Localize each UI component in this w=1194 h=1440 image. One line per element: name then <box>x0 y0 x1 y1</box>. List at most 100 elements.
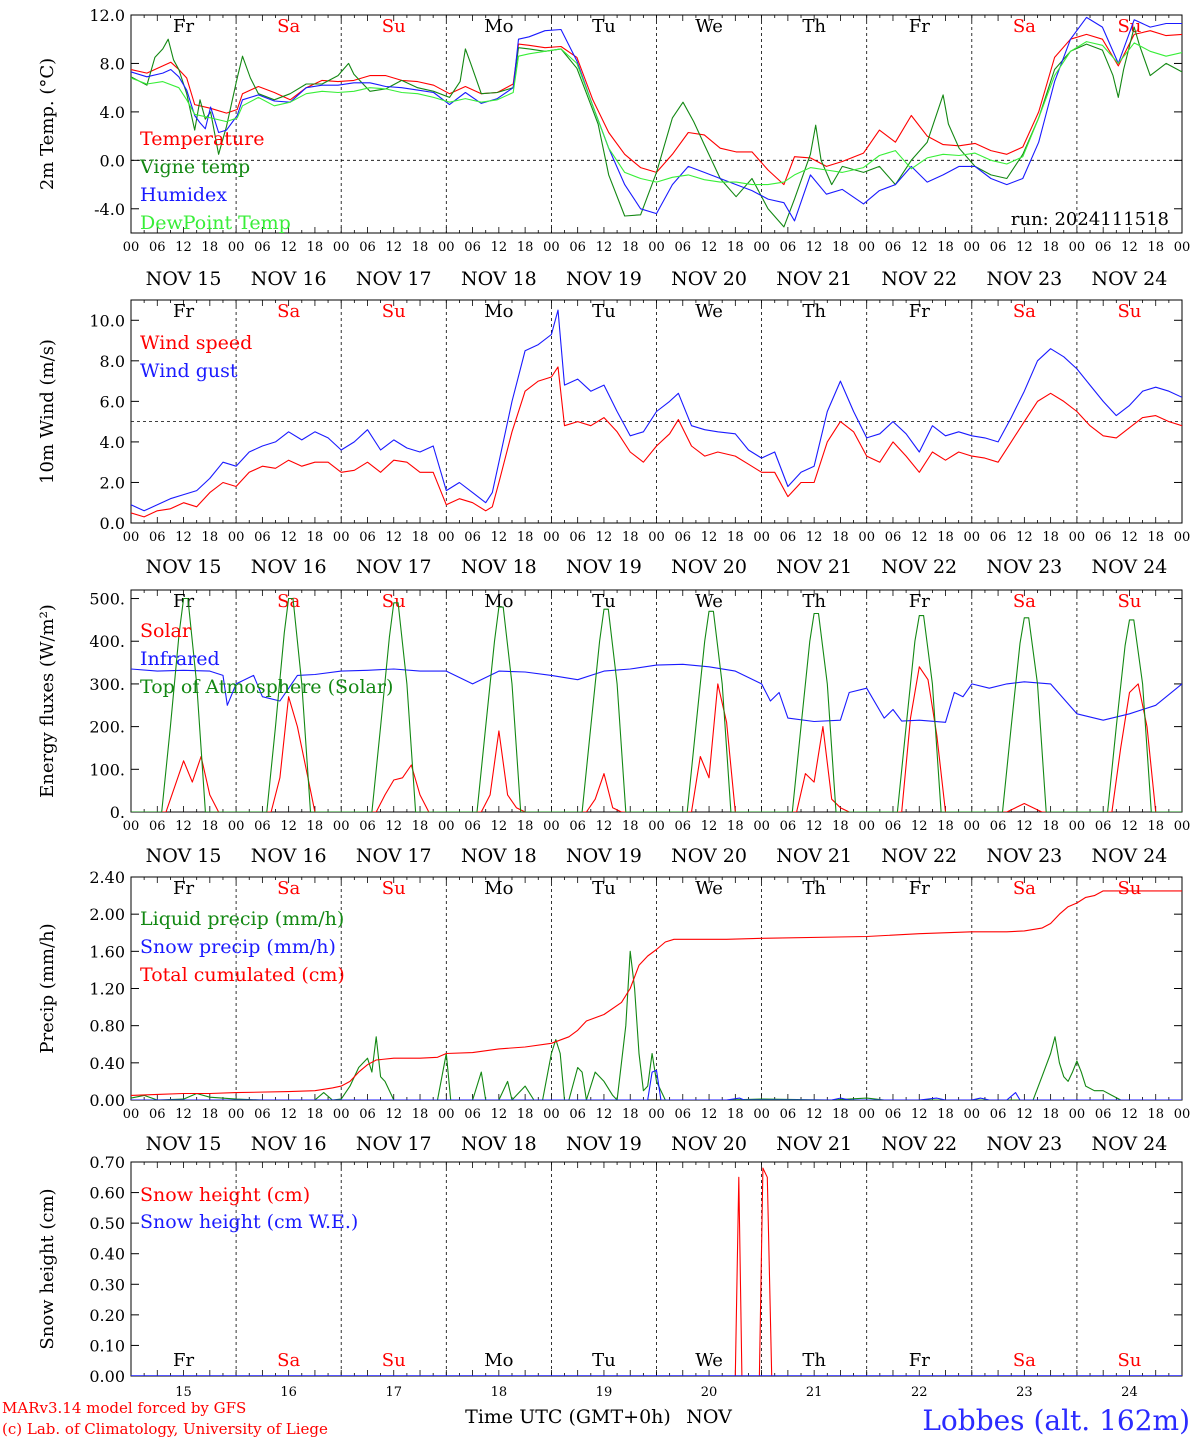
hour-tick-label: 12 <box>491 240 508 255</box>
hour-tick-label: 00 <box>858 530 875 545</box>
hour-tick-label: 00 <box>1174 530 1191 545</box>
day-name-label: Su <box>1117 878 1141 899</box>
hour-tick-label: 12 <box>911 530 928 545</box>
day-number-label: 16 <box>280 1385 297 1400</box>
hour-tick-label: 18 <box>832 530 849 545</box>
day-name-label: Su <box>1117 301 1141 322</box>
legend-entry: Total cumulated (cm) <box>140 964 345 986</box>
hour-tick-label: 06 <box>1095 240 1112 255</box>
date-label: NOV 22 <box>881 556 957 578</box>
hour-tick-label: 00 <box>1174 240 1191 255</box>
hour-tick-label: 18 <box>1147 240 1164 255</box>
hour-tick-label: 18 <box>937 819 954 834</box>
hour-tick-label: 12 <box>385 819 402 834</box>
date-label: NOV 20 <box>671 845 747 867</box>
day-name-label: Th <box>802 16 826 37</box>
hour-tick-label: 12 <box>280 819 297 834</box>
hour-tick-label: 12 <box>701 1107 718 1122</box>
date-label: NOV 23 <box>986 845 1062 867</box>
hour-tick-label: 18 <box>202 240 219 255</box>
hour-tick-label: 06 <box>359 819 376 834</box>
hour-tick-label: 12 <box>1121 240 1138 255</box>
hour-tick-label: 12 <box>806 1107 823 1122</box>
hour-tick-label: 06 <box>464 530 481 545</box>
hour-tick-label: 18 <box>1042 530 1059 545</box>
hour-tick-label: 06 <box>990 819 1007 834</box>
date-label: NOV 19 <box>566 845 642 867</box>
hour-tick-label: 12 <box>911 1107 928 1122</box>
day-name-label: Su <box>382 301 406 322</box>
hour-tick-label: 12 <box>701 530 718 545</box>
hour-tick-label: 00 <box>753 819 770 834</box>
day-name-label: Tu <box>592 16 616 37</box>
hour-tick-label: 06 <box>1095 1107 1112 1122</box>
date-label: NOV 21 <box>776 1133 852 1155</box>
hour-tick-label: 06 <box>780 240 797 255</box>
hour-tick-label: 12 <box>491 530 508 545</box>
hour-tick-label: 00 <box>123 530 140 545</box>
y-tick-label: 0.40 <box>89 1245 125 1264</box>
hour-tick-label: 06 <box>464 1107 481 1122</box>
day-number-label: 19 <box>596 1385 613 1400</box>
panel-5: 0.70 0.60 0.50 0.40 0.30 0.20 0.10 0.00 Snow hei… <box>37 1153 1183 1400</box>
hour-tick-label: 06 <box>675 240 692 255</box>
hour-tick-label: 06 <box>569 530 586 545</box>
date-label: NOV 21 <box>776 268 852 290</box>
hour-tick-label: 12 <box>596 1107 613 1122</box>
hour-tick-label: 18 <box>517 240 534 255</box>
hour-tick-label: 06 <box>885 1107 902 1122</box>
hour-tick-label: 18 <box>412 530 429 545</box>
day-name-label: Sa <box>1013 878 1036 899</box>
date-label: NOV 24 <box>1092 1133 1168 1155</box>
day-name-label: Tu <box>592 878 616 899</box>
day-name-label: Th <box>802 301 826 322</box>
hour-tick-label: 18 <box>307 1107 324 1122</box>
figure-footer: MARv3.14 model forced by GFS (c) Lab. of… <box>2 1399 1190 1438</box>
y-tick-label: 300. <box>89 675 125 694</box>
hour-tick-label: 12 <box>1016 1107 1033 1122</box>
day-name-label: We <box>695 1350 723 1371</box>
series-group <box>131 890 1182 1100</box>
day-name-label: Tu <box>592 301 616 322</box>
y-axis-label: 10m Wind (m/s) <box>37 339 58 484</box>
day-name-label: Sa <box>277 16 300 37</box>
legend-entry: Solar <box>140 620 192 642</box>
y-tick-label: 200. <box>89 718 125 737</box>
hour-tick-label: 06 <box>149 1107 166 1122</box>
hour-tick-label: 06 <box>885 530 902 545</box>
hour-tick-label: 12 <box>175 240 192 255</box>
day-number-label: 24 <box>1121 1385 1138 1400</box>
y-tick-label: 0.00 <box>89 1367 125 1386</box>
hour-tick-label: 12 <box>911 240 928 255</box>
hour-tick-label: 18 <box>622 1107 639 1122</box>
y-tick-label: 2.0 <box>100 473 125 492</box>
hour-tick-label: 12 <box>806 240 823 255</box>
day-name-label: Su <box>382 1350 406 1371</box>
hour-tick-label: 18 <box>1147 530 1164 545</box>
day-name-label: Sa <box>1013 16 1036 37</box>
hour-tick-label: 00 <box>123 240 140 255</box>
day-name-label: Fr <box>909 1350 930 1371</box>
y-tick-label: 0.60 <box>89 1184 125 1203</box>
month-label: NOV <box>686 1406 732 1428</box>
hour-tick-label: 18 <box>832 240 849 255</box>
series-line-temperature <box>131 30 1182 186</box>
series-group <box>131 16 1182 228</box>
hour-tick-label: 00 <box>438 819 455 834</box>
date-label: NOV 19 <box>566 1133 642 1155</box>
y-axis-label: 2m Temp. (°C) <box>37 58 58 190</box>
day-name-label: Sa <box>277 301 300 322</box>
hour-tick-label: 18 <box>727 1107 744 1122</box>
series-line-vigne-temp <box>131 26 1182 228</box>
date-label: NOV 18 <box>461 268 537 290</box>
date-label: NOV 17 <box>356 845 432 867</box>
day-name-label: Su <box>1117 1350 1141 1371</box>
day-number-label: 17 <box>385 1385 402 1400</box>
hour-tick-label: 00 <box>333 1107 350 1122</box>
hour-tick-label: 18 <box>937 240 954 255</box>
day-name-label: Sa <box>1013 1350 1036 1371</box>
legend-entry: Snow precip (mm/h) <box>140 936 336 958</box>
hour-tick-label: 06 <box>359 1107 376 1122</box>
date-label: NOV 19 <box>566 556 642 578</box>
hour-tick-label: 06 <box>675 1107 692 1122</box>
